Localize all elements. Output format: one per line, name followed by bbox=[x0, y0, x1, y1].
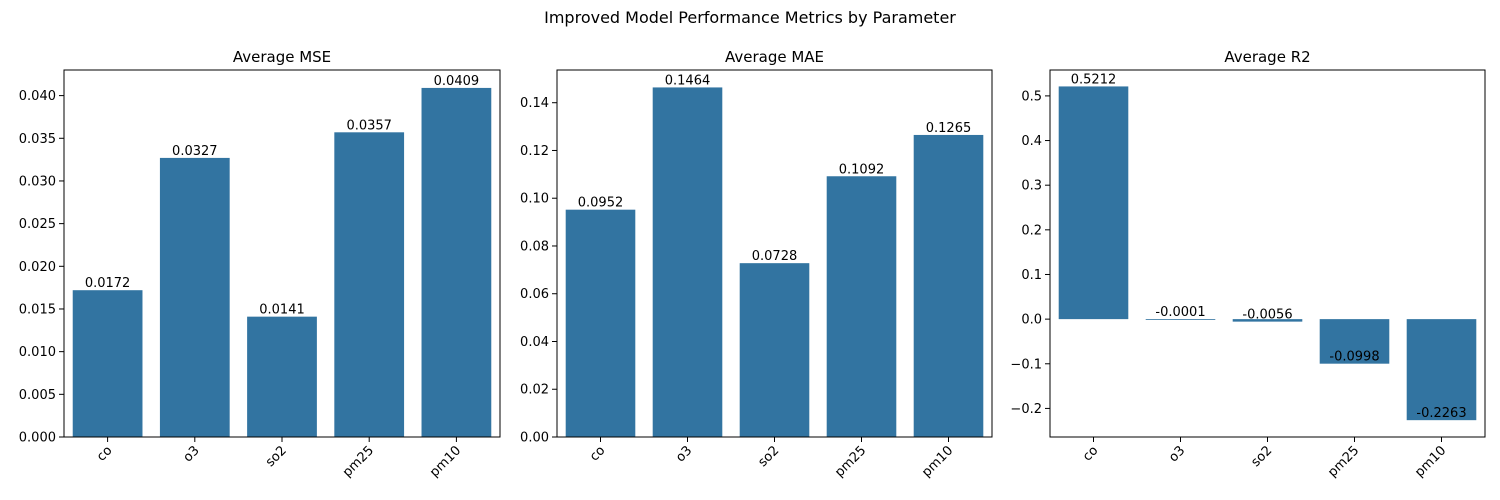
data-label: 0.0172 bbox=[85, 276, 131, 291]
x-tick-label: pm25 bbox=[340, 443, 377, 480]
chart-panel-3: Average R2 0.5212 -0.0001 -0.0056 -0.0998 -0.… bbox=[1010, 48, 1486, 480]
y-tick-label: 0.2 bbox=[1021, 223, 1042, 238]
y-tick-label: 0.1 bbox=[1021, 268, 1042, 283]
y-tick-label: 0.005 bbox=[19, 388, 56, 403]
panel-title: Average MAE bbox=[725, 48, 824, 66]
panel-title: Average MSE bbox=[233, 48, 331, 66]
data-label: -0.2263 bbox=[1416, 406, 1466, 421]
y-tick-label: 0.025 bbox=[19, 217, 56, 232]
x-tick-label: pm10 bbox=[1412, 443, 1449, 480]
y-tick-label: 0.14 bbox=[520, 96, 549, 111]
y-tick-label: 0.015 bbox=[19, 302, 56, 317]
x-tick-label: pm10 bbox=[427, 443, 464, 480]
y-tick-label: 0.00 bbox=[520, 431, 549, 446]
y-tick-label: 0.04 bbox=[520, 335, 549, 350]
data-label: 0.5212 bbox=[1071, 72, 1117, 87]
y-tick-label: 0.08 bbox=[520, 239, 549, 254]
chart-panel-2: Average MAE 0.0952 0.1464 0.0728 0.1092 0.126… bbox=[520, 48, 993, 480]
bar-co bbox=[565, 209, 636, 437]
y-tick-label: 0.035 bbox=[19, 132, 56, 147]
y-tick-label: 0.06 bbox=[520, 287, 549, 302]
x-tick-label: o3 bbox=[1166, 443, 1188, 465]
x-tick-label: o3 bbox=[181, 443, 203, 465]
y-tick-label: 0.02 bbox=[520, 383, 549, 398]
bar-o3 bbox=[1145, 319, 1216, 320]
y-tick-label: 0.040 bbox=[19, 89, 56, 104]
bar-o3 bbox=[159, 157, 230, 437]
y-tick-label: 0.010 bbox=[19, 345, 56, 360]
chart-panel-1: Average MSE 0.0172 0.0327 0.0141 0.0357 0.040… bbox=[19, 48, 501, 480]
bar-co bbox=[72, 290, 143, 437]
y-tick-label: 0.020 bbox=[19, 260, 56, 275]
x-tick-label: co bbox=[1080, 443, 1101, 464]
figure-title: Improved Model Performance Metrics by Pa… bbox=[544, 8, 956, 27]
data-label: 0.1464 bbox=[665, 73, 711, 88]
data-label: -0.0001 bbox=[1155, 305, 1205, 320]
x-tick-label: so2 bbox=[1248, 443, 1275, 470]
bar-so2 bbox=[247, 316, 317, 437]
x-tick-label: so2 bbox=[263, 443, 290, 470]
bar-pm10 bbox=[913, 134, 984, 437]
bar-pm25 bbox=[826, 176, 897, 438]
y-tick-label: −0.2 bbox=[1010, 402, 1042, 417]
x-tick-label: pm25 bbox=[1325, 443, 1362, 480]
data-label: 0.0327 bbox=[172, 144, 218, 159]
bar-pm10 bbox=[421, 87, 492, 438]
bar-pm25 bbox=[334, 132, 405, 437]
y-tick-label: −0.1 bbox=[1010, 357, 1042, 372]
y-tick-label: 0.3 bbox=[1021, 179, 1042, 194]
data-label: 0.0728 bbox=[752, 249, 798, 264]
bar-o3 bbox=[652, 87, 723, 437]
x-tick-label: pm10 bbox=[919, 443, 956, 480]
bar-pm25 bbox=[1319, 319, 1390, 364]
bar-pm10 bbox=[1406, 319, 1477, 421]
data-label: 0.1092 bbox=[839, 162, 885, 177]
y-tick-label: 0.4 bbox=[1021, 134, 1042, 149]
x-tick-label: o3 bbox=[673, 443, 695, 465]
x-tick-label: so2 bbox=[755, 443, 782, 470]
y-tick-label: 0.10 bbox=[520, 192, 549, 207]
data-label: -0.0056 bbox=[1242, 308, 1292, 323]
data-label: 0.0141 bbox=[259, 303, 305, 318]
panel-title: Average R2 bbox=[1224, 48, 1310, 66]
data-label: -0.0998 bbox=[1329, 350, 1379, 365]
y-tick-label: 0.12 bbox=[520, 144, 549, 159]
y-tick-label: 0.5 bbox=[1021, 89, 1042, 104]
data-label: 0.1265 bbox=[926, 121, 972, 136]
data-label: 0.0952 bbox=[578, 196, 624, 211]
x-tick-label: co bbox=[587, 443, 608, 464]
x-tick-label: pm25 bbox=[832, 443, 869, 480]
bar-so2 bbox=[1232, 319, 1303, 322]
y-tick-label: 0.030 bbox=[19, 174, 56, 189]
data-label: 0.0409 bbox=[434, 74, 480, 89]
bar-co bbox=[1058, 86, 1129, 320]
x-tick-label: co bbox=[94, 443, 115, 464]
y-tick-label: 0.0 bbox=[1021, 313, 1042, 328]
bar-so2 bbox=[739, 263, 810, 437]
y-tick-label: 0.000 bbox=[19, 431, 56, 446]
data-label: 0.0357 bbox=[346, 118, 392, 133]
